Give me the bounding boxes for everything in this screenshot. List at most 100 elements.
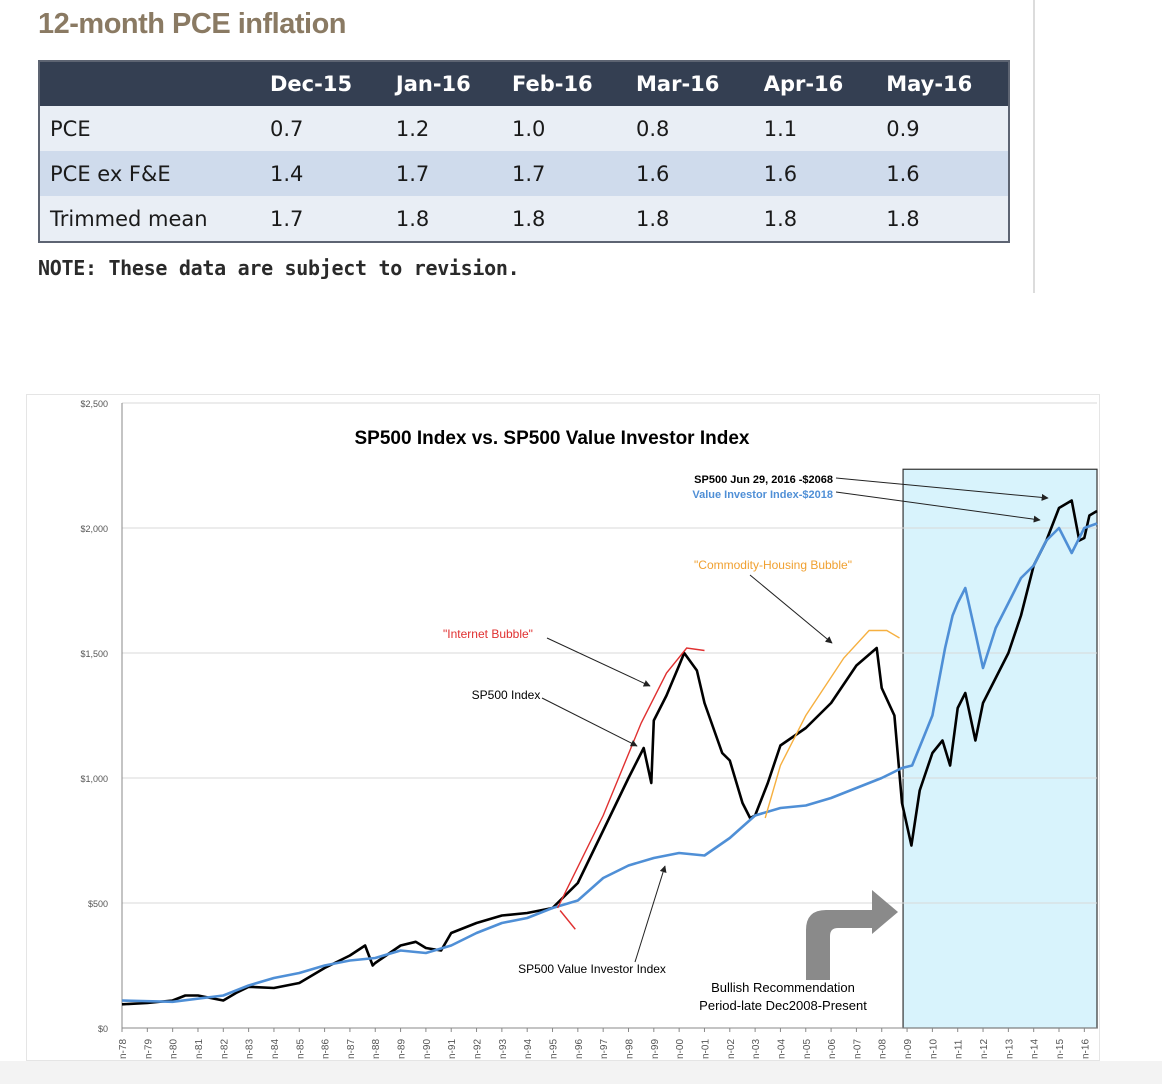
y-tick-label: $2,000 bbox=[80, 524, 108, 534]
x-tick-label: n-96 bbox=[574, 1039, 585, 1059]
x-tick-label: n-99 bbox=[650, 1039, 661, 1059]
row-label: PCE bbox=[39, 106, 260, 151]
x-tick-label: n-81 bbox=[194, 1039, 205, 1059]
table-cell: 1.8 bbox=[753, 196, 877, 242]
x-tick-label: n-88 bbox=[371, 1039, 382, 1059]
pce-header-cell: Feb-16 bbox=[501, 61, 627, 106]
x-tick-label: n-80 bbox=[169, 1039, 180, 1059]
internet-bubble-outline bbox=[556, 647, 705, 909]
y-tick-label: $500 bbox=[88, 899, 108, 909]
x-tick-label: n-85 bbox=[295, 1039, 306, 1059]
table-cell: 0.7 bbox=[260, 106, 386, 151]
x-tick-label: n-93 bbox=[498, 1039, 509, 1059]
pce-header-cell: Jan-16 bbox=[385, 61, 502, 106]
x-tick-label: n-05 bbox=[802, 1039, 813, 1059]
annotation-commodity-bubble: "Commodity-Housing Bubble" bbox=[694, 558, 852, 572]
bullish-turn-arrow-icon bbox=[806, 890, 898, 980]
table-note: NOTE: These data are subject to revision… bbox=[38, 256, 520, 280]
pce-header-cell bbox=[39, 61, 260, 106]
annotation-arrow bbox=[835, 491, 1041, 523]
annotation-arrow bbox=[749, 574, 833, 644]
table-row: PCE ex F&E 1.4 1.7 1.7 1.6 1.6 1.6 bbox=[39, 151, 1009, 196]
x-tick-label: n-15 bbox=[1055, 1039, 1066, 1059]
row-label: Trimmed mean bbox=[39, 196, 260, 242]
table-cell: 1.7 bbox=[385, 151, 502, 196]
x-tick-label: n-03 bbox=[751, 1039, 762, 1059]
x-tick-label: n-01 bbox=[700, 1039, 711, 1059]
table-cell: 1.2 bbox=[385, 106, 502, 151]
y-tick-label: $1,500 bbox=[80, 649, 108, 659]
x-tick-label: n-09 bbox=[903, 1039, 914, 1059]
commodity-bubble-outline bbox=[764, 629, 900, 819]
x-tick-label: n-14 bbox=[1030, 1039, 1041, 1059]
x-tick-label: n-94 bbox=[523, 1039, 534, 1059]
x-tick-label: n-87 bbox=[346, 1039, 357, 1059]
table-cell: 1.8 bbox=[876, 196, 1009, 242]
x-tick-label: n-79 bbox=[143, 1039, 154, 1059]
table-cell: 1.8 bbox=[385, 196, 502, 242]
annotation-value-final: Value Investor Index-$2018 bbox=[692, 489, 833, 501]
annotation-arrow bbox=[634, 865, 667, 963]
y-tick-label: $2,500 bbox=[80, 399, 108, 409]
table-cell: 1.7 bbox=[260, 196, 386, 242]
table-row: Trimmed mean 1.7 1.8 1.8 1.8 1.8 1.8 bbox=[39, 196, 1009, 242]
annotation-bullish-2: Period-late Dec2008-Present bbox=[699, 998, 867, 1013]
chart-frame bbox=[26, 394, 1100, 1061]
table-cell: 1.0 bbox=[501, 106, 627, 151]
table-cell: 1.1 bbox=[753, 106, 877, 151]
x-tick-label: n-10 bbox=[928, 1039, 939, 1059]
pce-table: Dec-15 Jan-16 Feb-16 Mar-16 Apr-16 May-1… bbox=[38, 60, 1010, 243]
table-cell: 1.6 bbox=[626, 151, 754, 196]
x-tick-label: n-08 bbox=[878, 1039, 889, 1059]
annotation-value-label: SP500 Value Investor Index bbox=[518, 962, 666, 976]
table-cell: 0.8 bbox=[626, 106, 754, 151]
x-tick-label: n-89 bbox=[397, 1039, 408, 1059]
x-tick-label: n-07 bbox=[852, 1039, 863, 1059]
x-tick-label: n-82 bbox=[219, 1039, 230, 1059]
x-tick-label: n-11 bbox=[954, 1039, 965, 1059]
x-tick-label: n-78 bbox=[118, 1039, 129, 1059]
table-row: PCE 0.7 1.2 1.0 0.8 1.1 0.9 bbox=[39, 106, 1009, 151]
y-tick-label: $1,000 bbox=[80, 774, 108, 784]
x-tick-label: n-91 bbox=[447, 1039, 458, 1059]
divider-line bbox=[1033, 0, 1035, 293]
annotation-arrow bbox=[835, 477, 1049, 501]
x-tick-label: n-95 bbox=[549, 1039, 560, 1059]
x-tick-label: n-97 bbox=[599, 1039, 610, 1059]
bullish-period-region bbox=[902, 468, 1098, 1029]
chart-title: SP500 Index vs. SP500 Value Investor Ind… bbox=[355, 428, 750, 449]
annotation-arrow bbox=[546, 637, 651, 687]
pce-table-title: 12-month PCE inflation bbox=[38, 8, 347, 40]
annotation-bullish-1: Bullish Recommendation bbox=[711, 980, 855, 995]
x-tick-label: n-92 bbox=[473, 1039, 484, 1059]
annotation-sp500-label: SP500 Index bbox=[472, 688, 541, 702]
y-tick-label: $0 bbox=[98, 1024, 108, 1034]
annotation-arrow bbox=[541, 697, 638, 747]
table-cell: 1.6 bbox=[876, 151, 1009, 196]
x-tick-label: n-00 bbox=[675, 1039, 686, 1059]
x-tick-label: n-04 bbox=[776, 1039, 787, 1059]
annotation-internet-bubble: "Internet Bubble" bbox=[443, 627, 533, 641]
table-cell: 1.8 bbox=[626, 196, 754, 242]
pce-header-cell: Dec-15 bbox=[260, 61, 386, 106]
value-investor-series-line bbox=[121, 522, 1098, 1004]
pce-header-cell: Apr-16 bbox=[753, 61, 877, 106]
table-cell: 1.4 bbox=[260, 151, 386, 196]
bottom-scroll-bar bbox=[0, 1061, 1162, 1084]
x-tick-label: n-86 bbox=[321, 1039, 332, 1059]
table-cell: 1.7 bbox=[501, 151, 627, 196]
table-cell: 1.8 bbox=[501, 196, 627, 242]
x-tick-label: n-12 bbox=[979, 1039, 990, 1059]
table-cell: 0.9 bbox=[876, 106, 1009, 151]
table-cell: 1.6 bbox=[753, 151, 877, 196]
x-tick-label: n-06 bbox=[827, 1039, 838, 1059]
x-tick-label: n-16 bbox=[1080, 1039, 1091, 1059]
sp500-series-line bbox=[121, 499, 1098, 1006]
x-tick-label: n-83 bbox=[245, 1039, 256, 1059]
x-tick-label: n-98 bbox=[624, 1039, 635, 1059]
x-tick-label: n-84 bbox=[270, 1039, 281, 1059]
annotation-sp500-final: SP500 Jun 29, 2016 -$2068 bbox=[694, 474, 833, 486]
x-tick-label: n-02 bbox=[726, 1039, 737, 1059]
row-label: PCE ex F&E bbox=[39, 151, 260, 196]
